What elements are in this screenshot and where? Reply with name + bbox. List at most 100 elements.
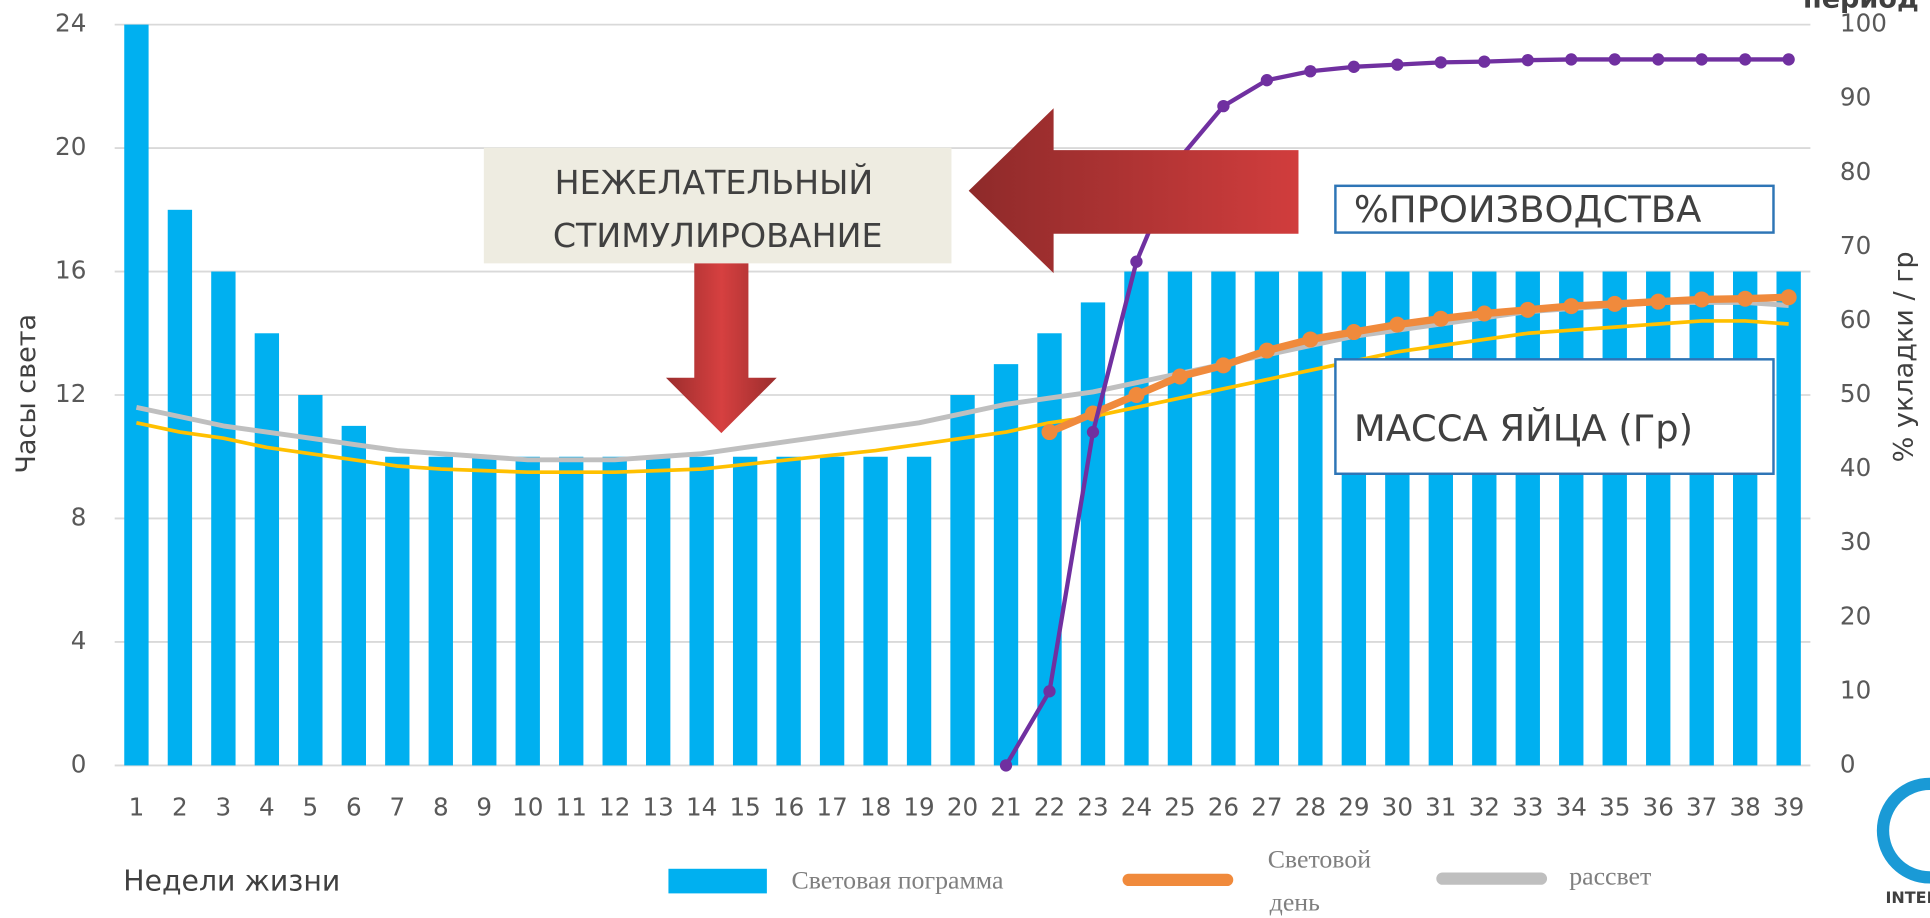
x-tick-label: 29 xyxy=(1338,792,1369,821)
marker xyxy=(1389,316,1406,333)
bar xyxy=(863,456,888,766)
annotation: МАССА ЯЙЦА (Гр) xyxy=(1354,406,1693,450)
marker xyxy=(1652,53,1665,66)
x-tick-label: 5 xyxy=(303,792,319,821)
y2-axis-label: % укладки / гр xyxy=(1889,251,1920,462)
marker xyxy=(1693,291,1710,308)
y2-tick-label: 100 xyxy=(1840,9,1887,38)
y2-tick-label: 80 xyxy=(1840,157,1871,186)
marker xyxy=(1434,56,1447,69)
x-tick-label: 13 xyxy=(643,792,674,821)
marks xyxy=(124,24,1801,772)
x-tick-label: 27 xyxy=(1251,792,1282,821)
x-tick-label: 1 xyxy=(129,792,145,821)
bar xyxy=(428,456,453,766)
annotation-line: СТИМУЛИРОВАНИЕ xyxy=(553,216,883,255)
x-tick-label: 23 xyxy=(1077,792,1108,821)
y-tick-label: 8 xyxy=(71,502,87,531)
marker xyxy=(1650,293,1667,310)
marker xyxy=(1695,53,1708,66)
marker xyxy=(1519,301,1536,318)
marker xyxy=(1476,305,1493,322)
bar xyxy=(515,456,540,766)
y2-tick-label: 0 xyxy=(1840,749,1856,778)
y2-tick-label: 40 xyxy=(1840,453,1871,482)
bar xyxy=(1124,271,1149,766)
bar xyxy=(646,456,671,766)
x-tick-label: 6 xyxy=(346,792,362,821)
logo xyxy=(1876,777,1930,884)
x-tick-label: 28 xyxy=(1295,792,1326,821)
marker xyxy=(1258,342,1275,359)
marker xyxy=(1130,255,1143,268)
y2-tick-label: 90 xyxy=(1840,83,1871,112)
y-axis-label: Часы света xyxy=(11,314,42,474)
y2-tick-label: 30 xyxy=(1840,527,1871,556)
x-tick-label: 34 xyxy=(1556,792,1587,821)
x-tick-label: 4 xyxy=(259,792,275,821)
x-tick-label: 33 xyxy=(1512,792,1543,821)
y-tick-label: 20 xyxy=(55,132,86,161)
bar xyxy=(1080,302,1106,766)
marker xyxy=(1345,324,1362,341)
arrow-down xyxy=(665,263,777,434)
bar xyxy=(1602,271,1627,766)
bar xyxy=(993,364,1019,766)
legend: Световая пограмма Световой день рассвет xyxy=(668,844,1651,916)
x-tick-label: 31 xyxy=(1425,792,1456,821)
x-tick-label: 37 xyxy=(1686,792,1717,821)
bar xyxy=(1515,271,1540,766)
bar xyxy=(1776,271,1801,766)
marker xyxy=(999,759,1013,772)
x-tick-label: 39 xyxy=(1773,792,1804,821)
x-tick-label: 25 xyxy=(1164,792,1195,821)
x-tick-label: 24 xyxy=(1121,792,1152,821)
x-tick-label: 19 xyxy=(903,792,934,821)
marker xyxy=(1565,53,1578,66)
annotation-box xyxy=(1334,358,1775,475)
legend-label: рассвет xyxy=(1569,862,1651,891)
marker xyxy=(1478,55,1491,68)
bar xyxy=(298,395,323,766)
x-tick-label: 17 xyxy=(816,792,847,821)
y2-tick-label: 50 xyxy=(1840,379,1871,408)
bar xyxy=(1341,271,1367,766)
y-tick-label: 16 xyxy=(55,256,86,285)
marker xyxy=(1128,387,1145,404)
marker xyxy=(1782,53,1795,66)
x-tick-label: 11 xyxy=(556,792,587,821)
line xyxy=(136,319,1789,475)
marker xyxy=(1347,60,1361,73)
x-tick-label: 9 xyxy=(476,792,492,821)
marker xyxy=(1608,53,1621,66)
annotation-box xyxy=(1334,184,1775,234)
x-tick-label: 14 xyxy=(686,792,717,821)
marker xyxy=(1780,289,1797,306)
annotation-line: НЕЖЕЛАТЕЛЬНЫЙ xyxy=(555,162,874,202)
bar xyxy=(167,209,193,766)
bar xyxy=(1428,271,1453,766)
bar xyxy=(211,271,236,766)
marker xyxy=(1171,368,1188,385)
bar xyxy=(559,456,584,766)
bar xyxy=(1733,271,1758,766)
marker xyxy=(1739,53,1752,66)
x-tick-label: 30 xyxy=(1382,792,1413,821)
bar xyxy=(1385,271,1410,766)
y2-tick-label: 60 xyxy=(1840,305,1871,334)
x-tick-label: 32 xyxy=(1469,792,1500,821)
annotation-box xyxy=(483,147,952,264)
legend-swatch xyxy=(668,868,767,894)
marker xyxy=(1304,65,1317,78)
x-tick-label: 7 xyxy=(389,792,405,821)
bar xyxy=(1298,271,1323,766)
marker xyxy=(1521,54,1534,67)
x-tick-label: 20 xyxy=(947,792,978,821)
x-axis-label: Недели жизни xyxy=(123,864,340,897)
x-tick-label: 8 xyxy=(433,792,449,821)
y2-tick-label: 10 xyxy=(1840,675,1871,704)
bar xyxy=(1211,271,1236,766)
bar xyxy=(254,333,280,766)
y2-tick-label: 20 xyxy=(1840,601,1871,630)
